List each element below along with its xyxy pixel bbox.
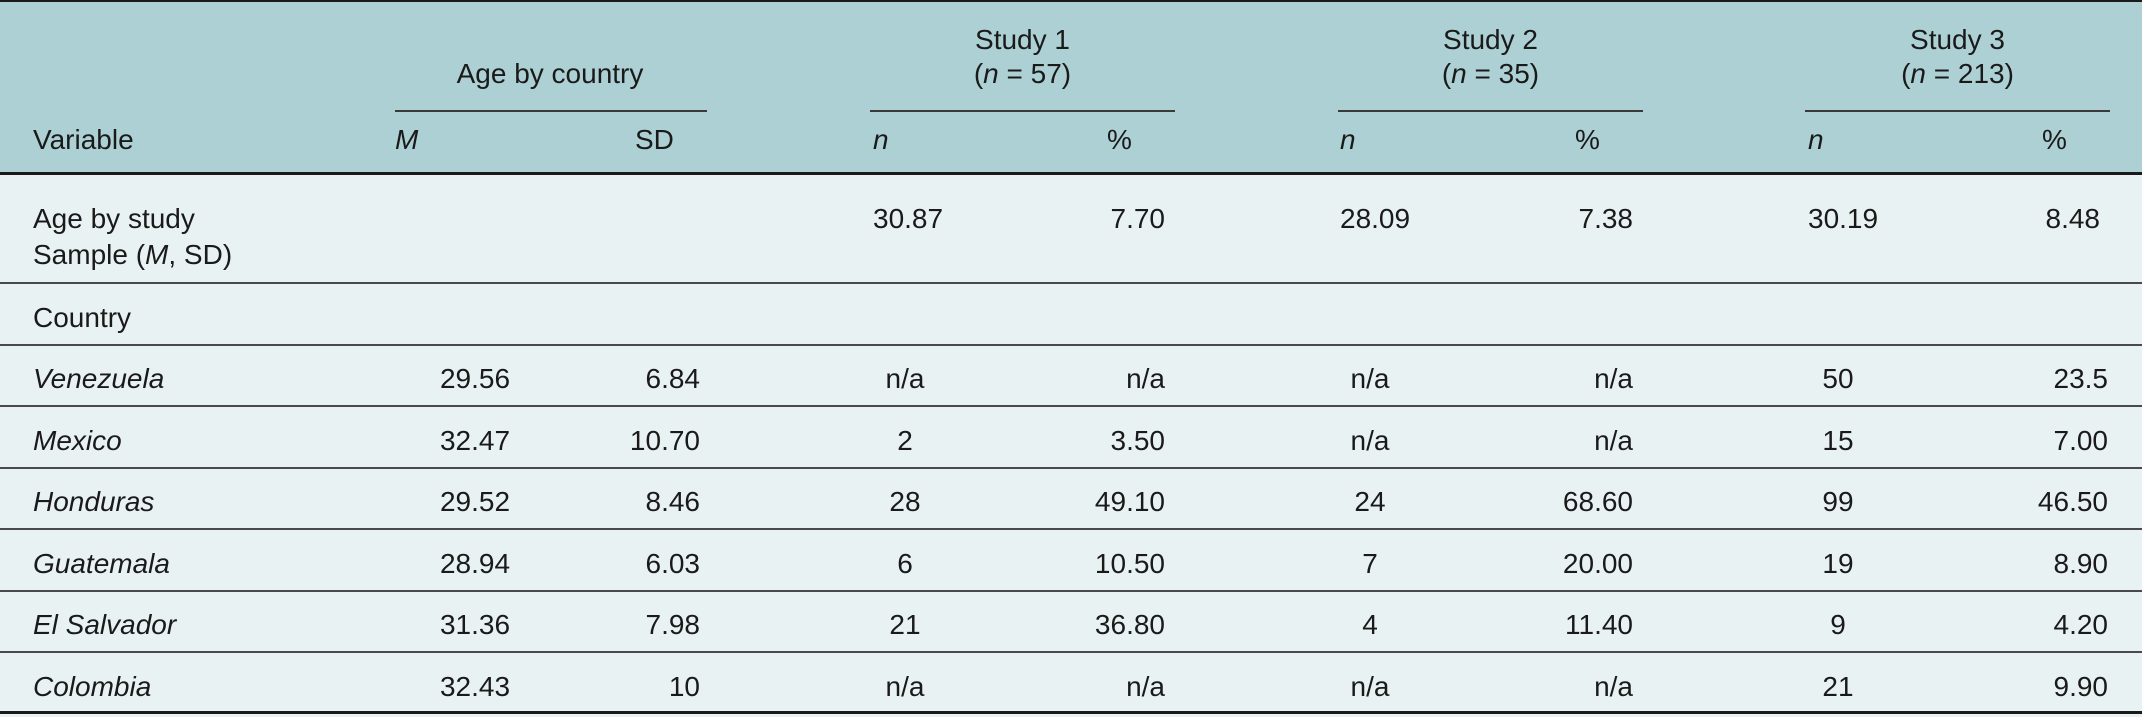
cell-s2-pct: n/a <box>1594 425 1633 456</box>
cell-s2-pct: 11.40 <box>1565 609 1633 640</box>
group-title-study2: Study 2 <box>1443 24 1538 55</box>
cell-s1-n: 6 <box>897 548 913 579</box>
age-row-label-line1: Age by study <box>33 203 195 234</box>
country-name: Honduras <box>33 486 155 517</box>
spanner-rule-study3 <box>1805 110 2110 112</box>
row-divider <box>0 528 2142 530</box>
cell-s1-n: 28 <box>889 486 921 517</box>
cell-s1-pct: 49.10 <box>1094 486 1165 517</box>
country-name: Venezuela <box>33 363 165 394</box>
cell-s2-n: n/a <box>1350 425 1390 456</box>
country-label: Country <box>33 302 132 333</box>
header-s3-n: n <box>1808 124 1824 155</box>
cell-s2-pct: 68.60 <box>1562 486 1633 517</box>
group-n-study3: (n = 213) <box>1901 58 2014 89</box>
cell-s3-pct: 7.00 <box>2053 425 2109 456</box>
age-s3-mean: 30.19 <box>1808 203 1879 234</box>
age-s2-mean: 28.09 <box>1340 203 1411 234</box>
cell-age-m: 28.94 <box>439 548 511 579</box>
header-s1-n: n <box>873 124 889 155</box>
header-s1-pct: % <box>1107 124 1132 155</box>
cell-age-sd: 8.46 <box>645 486 701 517</box>
cell-s1-n: 2 <box>897 425 913 456</box>
row-divider <box>0 651 2142 653</box>
header-variable: Variable <box>33 124 134 155</box>
cell-s3-n: 9 <box>1830 609 1846 640</box>
row-divider <box>0 405 2142 407</box>
cell-age-sd: 10 <box>668 671 700 702</box>
cell-age-sd: 6.84 <box>645 363 701 394</box>
header-age-m: M <box>395 124 419 155</box>
cell-age-m: 29.52 <box>439 486 511 517</box>
table-bottom-rule <box>0 711 2142 714</box>
row-divider <box>0 344 2142 346</box>
cell-s1-pct: n/a <box>1126 671 1165 702</box>
age-s1-mean: 30.87 <box>873 203 944 234</box>
cell-s2-n: 24 <box>1354 486 1386 517</box>
group-n-study2: (n = 35) <box>1441 58 1540 89</box>
table-header <box>0 0 2142 175</box>
country-name: Colombia <box>33 671 152 702</box>
cell-s1-pct: 36.80 <box>1094 609 1165 640</box>
row-divider <box>0 282 2142 284</box>
cell-age-sd: 7.98 <box>645 609 701 640</box>
spanner-rule-study2 <box>1338 110 1643 112</box>
cell-s3-pct: 23.5 <box>2053 363 2109 394</box>
group-title-study3: Study 3 <box>1910 24 2005 55</box>
cell-age-sd: 10.70 <box>629 425 700 456</box>
cell-s3-pct: 46.50 <box>2037 486 2108 517</box>
cell-s2-n: n/a <box>1350 363 1390 394</box>
cell-s3-pct: 9.90 <box>2053 671 2109 702</box>
cell-s1-n: n/a <box>885 363 925 394</box>
age-row-label-line2: Sample (M, SD) <box>33 239 233 270</box>
header-s3-pct: % <box>2042 124 2067 155</box>
cell-s3-pct: 4.20 <box>2053 609 2109 640</box>
cell-s3-n: 21 <box>1822 671 1854 702</box>
cell-s3-pct: 8.90 <box>2053 548 2109 579</box>
cell-s3-n: 15 <box>1822 425 1854 456</box>
cell-s2-n: 7 <box>1362 548 1378 579</box>
cell-s1-pct: 10.50 <box>1094 548 1165 579</box>
spanner-rule-study1 <box>870 110 1175 112</box>
country-name: Guatemala <box>33 548 170 579</box>
cell-s1-pct: 3.50 <box>1110 425 1166 456</box>
cell-s1-n: 21 <box>889 609 921 640</box>
cell-s1-pct: n/a <box>1126 363 1165 394</box>
age-s3-sd: 8.48 <box>2045 203 2101 234</box>
header-age-sd: SD <box>635 124 674 155</box>
cell-age-m: 31.36 <box>439 609 511 640</box>
cell-age-m: 32.43 <box>439 671 511 702</box>
group-title-age: Age by country <box>456 58 644 89</box>
cell-s2-pct: 20.00 <box>1562 548 1633 579</box>
group-title-study1: Study 1 <box>975 24 1070 55</box>
cell-s3-n: 99 <box>1822 486 1854 517</box>
age-s2-sd: 7.38 <box>1578 203 1634 234</box>
cell-s2-n: n/a <box>1350 671 1390 702</box>
cell-age-sd: 6.03 <box>645 548 701 579</box>
country-name: El Salvador <box>33 609 177 640</box>
row-divider <box>0 590 2142 592</box>
cell-s3-n: 50 <box>1822 363 1854 394</box>
cell-s3-n: 19 <box>1822 548 1854 579</box>
header-s2-pct: % <box>1575 124 1600 155</box>
cell-s2-pct: n/a <box>1594 363 1633 394</box>
cell-age-m: 29.56 <box>439 363 511 394</box>
cell-s2-n: 4 <box>1362 609 1378 640</box>
group-n-study1: (n = 57) <box>973 58 1072 89</box>
cell-s1-n: n/a <box>885 671 925 702</box>
row-divider <box>0 467 2142 469</box>
cell-age-m: 32.47 <box>439 425 511 456</box>
country-name: Mexico <box>33 425 122 456</box>
spanner-rule-age <box>395 110 707 112</box>
cell-s2-pct: n/a <box>1594 671 1633 702</box>
header-s2-n: n <box>1340 124 1356 155</box>
age-s1-sd: 7.70 <box>1110 203 1166 234</box>
